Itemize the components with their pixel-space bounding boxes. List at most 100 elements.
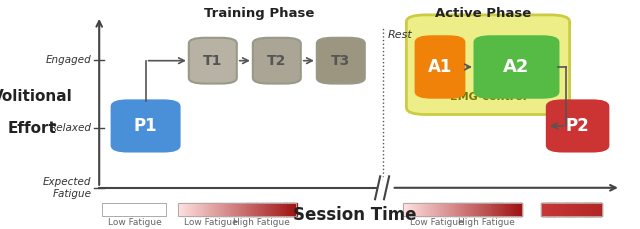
Bar <box>128 203 129 216</box>
Bar <box>161 203 163 216</box>
Bar <box>566 203 567 216</box>
Bar <box>114 203 115 216</box>
Bar <box>575 203 577 216</box>
Bar <box>509 203 512 216</box>
Bar <box>130 203 131 216</box>
Bar <box>134 203 135 216</box>
Bar <box>274 203 276 216</box>
Bar <box>577 203 579 216</box>
Bar <box>153 203 154 216</box>
Text: EMG-control: EMG-control <box>450 92 526 102</box>
Bar <box>267 203 269 216</box>
Bar <box>576 203 577 216</box>
Bar <box>589 203 590 216</box>
Bar <box>437 203 440 216</box>
Bar <box>598 203 600 216</box>
Bar <box>244 203 246 216</box>
Bar <box>482 203 484 216</box>
Bar <box>191 203 193 216</box>
Bar <box>209 203 211 216</box>
Bar <box>403 203 405 216</box>
Bar <box>166 203 167 216</box>
Bar <box>253 203 255 216</box>
Bar <box>440 203 442 216</box>
Bar <box>148 203 150 216</box>
Bar <box>408 203 410 216</box>
Bar <box>486 203 488 216</box>
Bar <box>203 203 205 216</box>
Bar <box>586 203 587 216</box>
Bar <box>447 203 450 216</box>
Bar <box>562 203 563 216</box>
Bar <box>252 203 254 216</box>
Bar <box>120 203 122 216</box>
Bar <box>154 203 156 216</box>
Bar <box>115 203 116 216</box>
Bar <box>580 203 581 216</box>
Bar <box>489 203 491 216</box>
Bar <box>445 203 447 216</box>
Bar <box>463 203 465 216</box>
Bar <box>593 203 594 216</box>
Bar <box>222 203 225 216</box>
Bar <box>517 203 519 216</box>
Bar <box>108 203 109 216</box>
FancyBboxPatch shape <box>317 38 365 84</box>
Text: Volitional: Volitional <box>0 89 72 104</box>
Bar <box>143 203 144 216</box>
Bar <box>571 203 573 216</box>
Bar <box>566 203 568 216</box>
Bar <box>125 203 127 216</box>
Bar <box>471 203 474 216</box>
Bar <box>556 203 557 216</box>
Text: High Fatigue: High Fatigue <box>233 218 290 226</box>
Bar <box>122 203 123 216</box>
Bar <box>248 203 250 216</box>
Bar <box>186 203 188 216</box>
Bar <box>150 203 151 216</box>
Bar <box>428 203 431 216</box>
Bar <box>119 203 120 216</box>
Bar <box>136 203 138 216</box>
Bar <box>499 203 502 216</box>
Bar <box>184 203 186 216</box>
Bar <box>449 203 451 216</box>
Bar <box>479 203 481 216</box>
Bar <box>194 203 196 216</box>
Bar <box>282 203 284 216</box>
Bar <box>484 203 487 216</box>
Bar <box>545 203 547 216</box>
Bar <box>560 203 561 216</box>
Bar <box>131 203 132 216</box>
Bar <box>507 203 509 216</box>
Bar <box>271 203 273 216</box>
Bar <box>106 203 108 216</box>
Bar <box>134 203 136 216</box>
Bar <box>498 203 500 216</box>
Bar <box>121 203 122 216</box>
Bar <box>197 203 199 216</box>
Bar <box>460 203 461 216</box>
Bar <box>474 203 476 216</box>
Bar <box>546 203 547 216</box>
Bar <box>124 203 125 216</box>
Bar <box>250 203 253 216</box>
Bar <box>451 203 452 216</box>
Bar <box>573 203 574 216</box>
Bar <box>141 203 142 216</box>
Bar <box>259 203 262 216</box>
Bar <box>258 203 260 216</box>
Bar <box>127 203 128 216</box>
Bar <box>118 203 119 216</box>
Bar <box>564 203 566 216</box>
Bar <box>102 203 104 216</box>
Bar <box>556 203 557 216</box>
Bar <box>426 203 428 216</box>
Bar <box>152 203 154 216</box>
Bar <box>160 203 161 216</box>
Bar <box>111 203 112 216</box>
Bar <box>468 203 470 216</box>
Bar <box>584 203 585 216</box>
Bar <box>493 203 495 216</box>
Bar <box>436 203 438 216</box>
